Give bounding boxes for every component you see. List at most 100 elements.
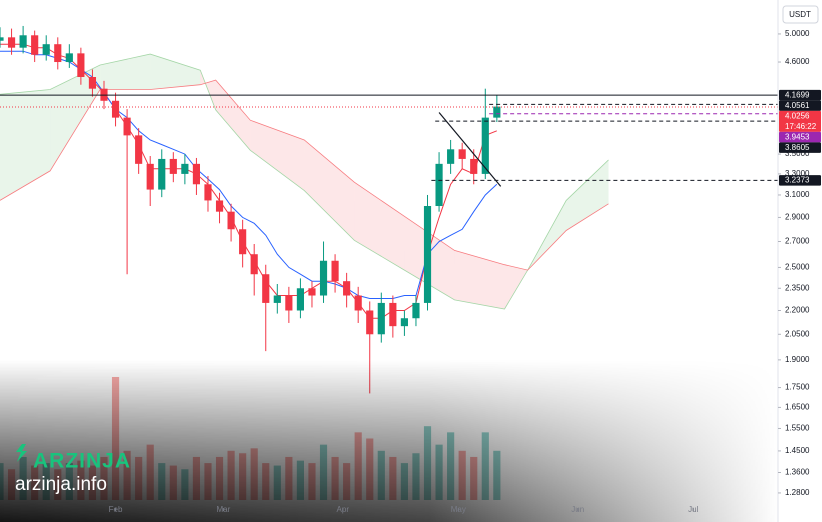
y-tick-label: 2.3500: [785, 283, 810, 292]
cloud-segment: [150, 54, 201, 90]
candle-body: [7, 37, 16, 48]
y-tick-label: 1.2800: [785, 488, 810, 497]
candle-body: [169, 158, 177, 174]
trendline: [438, 112, 502, 187]
x-tick-label: Feb: [109, 505, 123, 514]
shade: [0, 360, 780, 522]
y-tick-label: 3.3000: [785, 169, 810, 178]
price-tag-label: 3.9453: [785, 132, 810, 141]
candle-body: [447, 149, 455, 164]
cloud-segment: [304, 139, 355, 241]
brand: ARZINJA: [33, 450, 131, 473]
candle-body: [135, 135, 143, 164]
cloud-segment: [454, 250, 505, 309]
candle-body: [377, 302, 385, 335]
y-tick-label: 2.9000: [785, 213, 810, 222]
y-tick-label: 1.4500: [785, 446, 810, 455]
cloud-segment: [504, 264, 528, 309]
y-tick-label: 2.0500: [785, 329, 810, 338]
candle-body: [400, 318, 408, 327]
cloud-segment: [100, 54, 151, 90]
price-tag: [779, 131, 821, 143]
y-tick-label: 1.7500: [785, 383, 810, 392]
candle-body: [423, 206, 432, 303]
price-tag: [779, 110, 821, 132]
countdown: 17:46:22: [785, 122, 817, 131]
cloud-segment: [0, 89, 51, 201]
candle-body: [215, 200, 224, 212]
cloud-segment: [50, 64, 101, 171]
price-tag-label: 4.1699: [785, 90, 810, 99]
candle-body: [273, 295, 281, 303]
currency-box[interactable]: [782, 5, 819, 24]
candle-body: [42, 44, 50, 55]
price-tag-label: 4.0256: [785, 111, 810, 120]
candle-layer: [0, 25, 501, 394]
candle-body: [192, 163, 201, 185]
price-tag: [779, 100, 821, 111]
price-tag-label: 4.0561: [785, 101, 810, 110]
price-tag: [779, 89, 821, 101]
candle-body: [111, 100, 120, 118]
span-b: [0, 79, 609, 271]
level-layer: [0, 94, 778, 187]
candle-body: [470, 158, 478, 174]
y-tick-label: 1.5500: [785, 424, 810, 433]
y-tick-label: 1.9000: [785, 355, 810, 364]
y-tick-label: 1.3600: [785, 468, 810, 477]
candle-body: [331, 260, 339, 282]
candle-body: [296, 288, 304, 311]
candle-body: [493, 106, 501, 118]
candle-body: [389, 302, 397, 327]
candle-body: [88, 76, 97, 89]
price-tag: [779, 175, 821, 186]
cloud-segment: [354, 182, 405, 271]
cloud-segment: [215, 80, 251, 151]
x-tick-label: Jul: [688, 505, 698, 514]
span-a: [0, 53, 609, 310]
x-tick-label: Jun: [571, 505, 584, 514]
candle-body: [227, 211, 235, 230]
cloud-segment: [250, 120, 305, 191]
x-tick-label: May: [451, 505, 466, 514]
candle-body: [204, 184, 212, 201]
candle-body: [366, 310, 374, 335]
currency: USDT: [789, 10, 811, 19]
candle-body: [343, 281, 351, 296]
y-tick-label: 3.5000: [785, 149, 810, 158]
candle-body: [481, 117, 489, 174]
candle-body: [308, 288, 316, 296]
price-axis: [778, 0, 822, 522]
price-tag: [779, 142, 821, 153]
candle-body: [0, 37, 4, 41]
candle-body: [319, 260, 328, 296]
x-tick-label: Mar: [216, 505, 230, 514]
candle-body: [250, 254, 258, 275]
y-tick-label: 3.1000: [785, 190, 810, 199]
y-tick-label: 5.0000: [785, 29, 810, 38]
y-tick-label: 4.6000: [785, 57, 810, 66]
candle-body: [354, 295, 362, 311]
candle-body: [19, 35, 27, 48]
cloud-segment: [566, 159, 609, 231]
candle-body: [54, 44, 62, 63]
axis-layer: USDT 5.0000 4.6000 3.5000 3.3000 3.1000 2.900…: [115, 0, 822, 522]
y-tick-label: 2.2000: [785, 306, 810, 315]
candle-body: [146, 163, 154, 190]
y-tick-label: 2.5000: [785, 263, 810, 272]
candle-body: [65, 53, 73, 63]
y-tick-label: 2.7000: [785, 237, 810, 246]
candle-body: [158, 158, 166, 190]
candle-body: [435, 163, 443, 207]
candle-body: [412, 302, 420, 319]
candle-body: [31, 35, 39, 55]
candle-body: [285, 295, 293, 311]
watermark: ARZINJA arzinja.info: [15, 444, 131, 495]
candle-body: [77, 53, 85, 77]
logo: [16, 444, 27, 462]
x-tick-label: Apr: [337, 505, 350, 514]
candle-body: [262, 274, 270, 303]
candle-body: [239, 229, 247, 255]
